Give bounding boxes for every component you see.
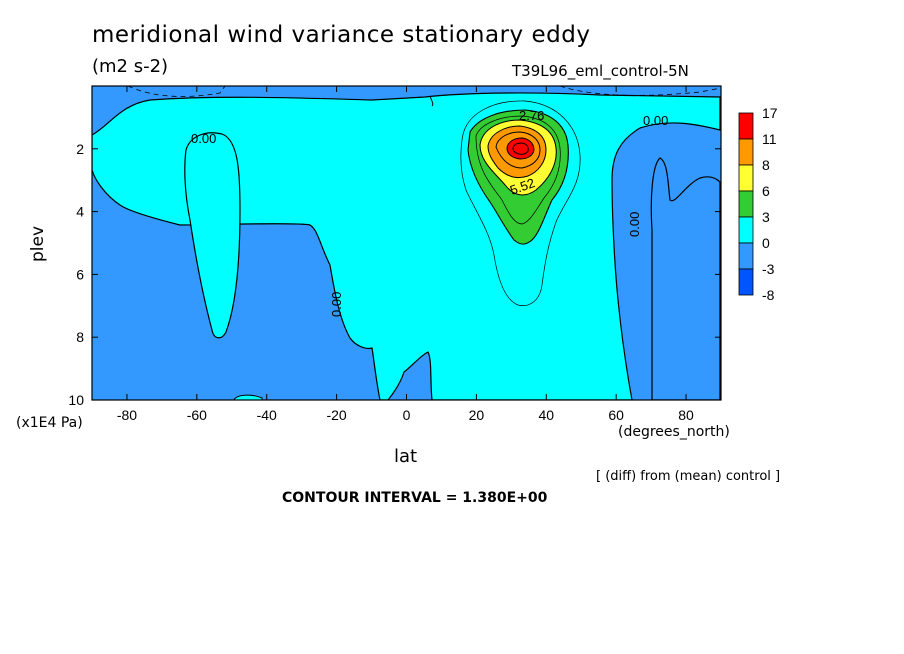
contour-level-11-fill: [506, 137, 535, 160]
y-tick-label: 6: [76, 266, 84, 282]
contour-label-2.76: 2.76: [519, 108, 544, 123]
x-tick-label: 40: [538, 407, 554, 423]
x-tick-label: -80: [117, 407, 137, 423]
colorbar-label: 0: [762, 235, 770, 251]
y-axis-unit: (x1E4 Pa): [16, 415, 83, 431]
chart-units: (m2 s-2): [92, 56, 169, 77]
y-tick-label: 8: [76, 329, 84, 345]
colorbar-label: 8: [762, 157, 770, 173]
colorbar-swatch: [738, 268, 754, 296]
diff-note: [ (diff) from (mean) control ]: [596, 469, 781, 484]
contour-labels: 0.00 0.00 0.00 0.00 2.76 5.52: [191, 108, 668, 317]
colorbar: 17 11 8 6 3 0 -3 -8: [738, 105, 778, 303]
x-tick-label: 0: [403, 407, 411, 423]
lower-left-gap: [233, 394, 263, 400]
x-axis-unit: (degrees_north): [618, 424, 730, 440]
contour-line-9: [495, 131, 541, 169]
x-tick-label: 80: [678, 407, 694, 423]
x-tick-label: -40: [257, 407, 277, 423]
y-tick-label: 4: [76, 204, 84, 220]
colorbar-swatch: [738, 216, 754, 244]
contour-interval: CONTOUR INTERVAL = 1.380E+00: [282, 490, 548, 506]
colorbar-swatch: [738, 164, 754, 192]
y-axis: 2 4 6 8 10: [68, 141, 721, 408]
contour-label-0-vertical-right: 0.00: [627, 212, 642, 237]
colorbar-label: 6: [762, 183, 770, 199]
negative-contour-top: [429, 95, 434, 107]
contour-line-outer-1: [460, 100, 581, 306]
chart-title: meridional wind variance stationary eddy: [92, 22, 591, 48]
colorbar-label: 11: [762, 131, 777, 147]
colorbar-swatch: [738, 112, 754, 140]
contour-label-0-vertical-mid: 0.00: [329, 292, 344, 317]
x-tick-label: 60: [608, 407, 624, 423]
colorbar-swatch: [738, 242, 754, 270]
contour-line-inner-green: [475, 115, 561, 225]
colorbar-label: -3: [762, 261, 775, 277]
colorbar-label: 17: [762, 105, 778, 121]
contour-label-0-right: 0.00: [643, 113, 668, 128]
colorbar-label: -8: [762, 287, 775, 303]
negative-contour-dashed-1: [127, 86, 226, 97]
negative-contour-dashed-2: [559, 86, 721, 96]
run-label: T39L96_eml_control-5N: [512, 62, 689, 80]
contour-line-max: [512, 142, 529, 155]
colorbar-swatch: [738, 190, 754, 218]
colorbar-label: 3: [762, 209, 770, 225]
x-tick-label: -20: [326, 407, 346, 423]
negative-tongue-fill: [650, 157, 721, 400]
colorbar-swatch: [738, 138, 754, 166]
y-tick-label: 2: [76, 141, 84, 157]
plot-area: [92, 86, 721, 400]
x-axis: -80 -60 -40 -20 0 20 40 60 80: [117, 86, 694, 423]
y-tick-label: 10: [68, 392, 84, 408]
contour-label-0-left: 0.00: [191, 131, 216, 146]
x-axis-label: lat: [394, 446, 418, 467]
left-positive-pocket: [184, 132, 241, 339]
x-tick-label: -60: [187, 407, 207, 423]
x-tick-label: 20: [469, 407, 485, 423]
